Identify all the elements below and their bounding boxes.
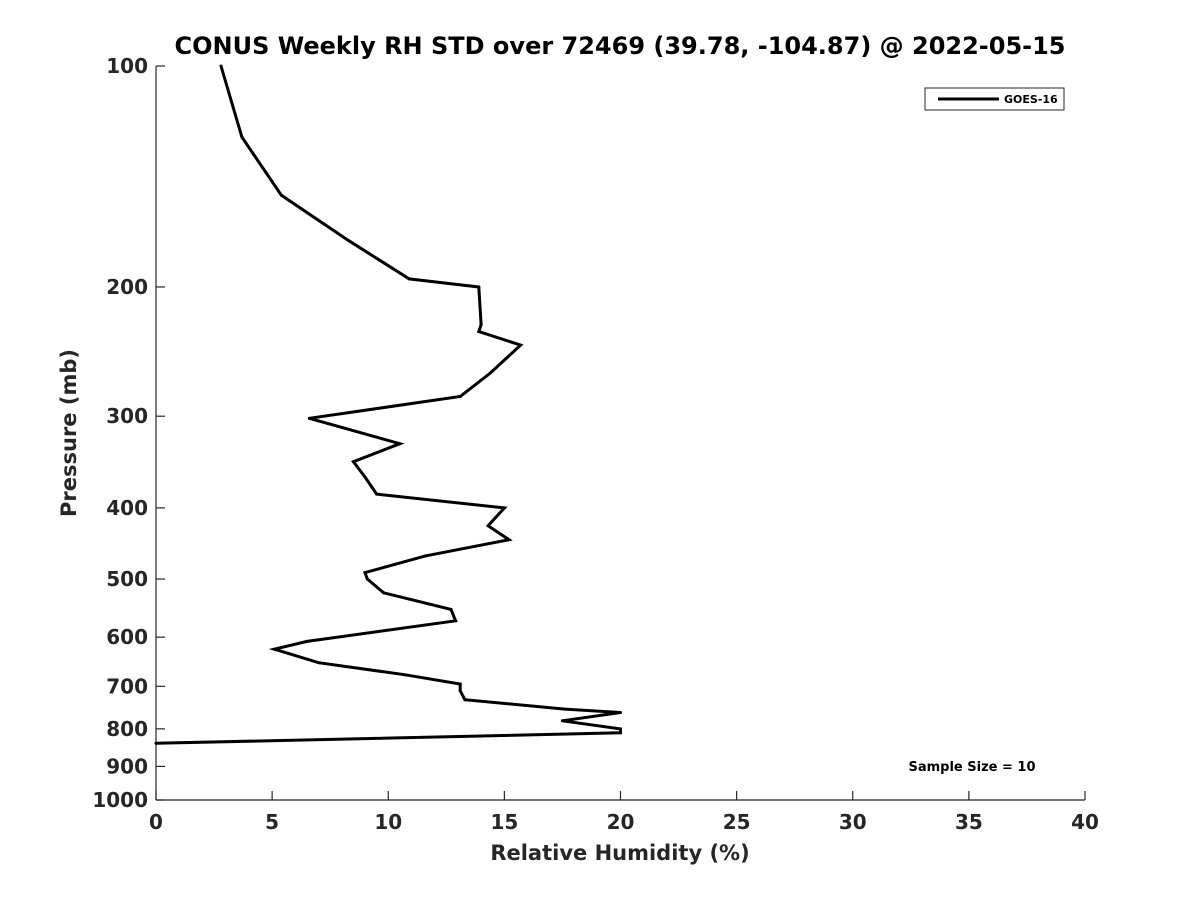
- data-point: [219, 64, 223, 68]
- legend: GOES-16: [924, 87, 1065, 111]
- y-tick-label: 1000: [92, 788, 148, 812]
- y-tick-label: 400: [106, 496, 148, 520]
- data-point: [363, 475, 367, 479]
- x-tick-label: 40: [1071, 810, 1099, 834]
- data-point: [458, 682, 462, 686]
- data-point: [154, 741, 158, 745]
- series-group: [154, 64, 622, 745]
- data-point: [488, 371, 492, 375]
- y-tick-label: 900: [106, 754, 148, 778]
- y-tick-label: 500: [106, 567, 148, 591]
- x-tick-label: 30: [839, 810, 867, 834]
- data-point: [403, 673, 406, 677]
- data-point: [619, 731, 622, 735]
- data-point: [363, 571, 367, 575]
- data-point: [479, 323, 483, 326]
- x-axis-label: Relative Humidity (%): [490, 841, 749, 865]
- data-point: [502, 506, 506, 510]
- data-point: [240, 135, 244, 139]
- y-tick-label: 300: [106, 404, 148, 428]
- data-point: [463, 698, 467, 702]
- data-point: [365, 577, 369, 581]
- data-point: [563, 707, 567, 711]
- data-point: [560, 719, 564, 723]
- x-tick-label: 25: [723, 810, 751, 834]
- y-axis-label: Pressure (mb): [57, 349, 81, 517]
- data-point: [619, 711, 622, 714]
- x-tick-label: 20: [607, 810, 635, 834]
- data-point: [375, 492, 379, 496]
- data-point: [454, 619, 458, 623]
- data-point: [619, 727, 622, 731]
- data-point: [477, 285, 481, 289]
- x-tick-label: 15: [490, 810, 518, 834]
- y-tick-label: 100: [106, 54, 148, 78]
- y-tick-label: 600: [106, 625, 148, 649]
- data-point: [423, 554, 427, 558]
- data-point: [272, 647, 276, 651]
- data-point: [507, 538, 511, 542]
- data-point: [449, 607, 453, 611]
- data-point: [407, 277, 411, 281]
- data-point: [486, 524, 490, 528]
- data-point: [279, 193, 283, 197]
- axis-ticks: 0 5 10 15 20 25 30 35 40 100 200 300 400 500 600 700 800…: [92, 54, 1099, 834]
- data-point: [347, 239, 351, 243]
- x-tick-label: 5: [265, 810, 279, 834]
- data-point: [398, 442, 402, 446]
- data-point: [351, 460, 355, 464]
- data-point: [382, 591, 386, 595]
- data-point: [458, 395, 462, 398]
- y-tick-label: 700: [106, 674, 148, 698]
- y-tick-label: 200: [106, 275, 148, 299]
- sample-size-annotation: Sample Size = 10: [908, 760, 1035, 775]
- x-tick-label: 10: [374, 810, 402, 834]
- x-tick-label: 35: [955, 810, 983, 834]
- y-tick-label: 800: [106, 717, 148, 741]
- data-point: [317, 661, 321, 665]
- data-point: [307, 416, 311, 420]
- data-point: [477, 330, 481, 333]
- data-point: [458, 689, 462, 693]
- x-tick-label: 0: [149, 810, 163, 834]
- data-point: [305, 639, 309, 643]
- legend-entry-goes-16: GOES-16: [1004, 93, 1058, 106]
- data-point: [519, 343, 523, 347]
- chart-title: CONUS Weekly RH STD over 72469 (39.78, -…: [174, 32, 1065, 60]
